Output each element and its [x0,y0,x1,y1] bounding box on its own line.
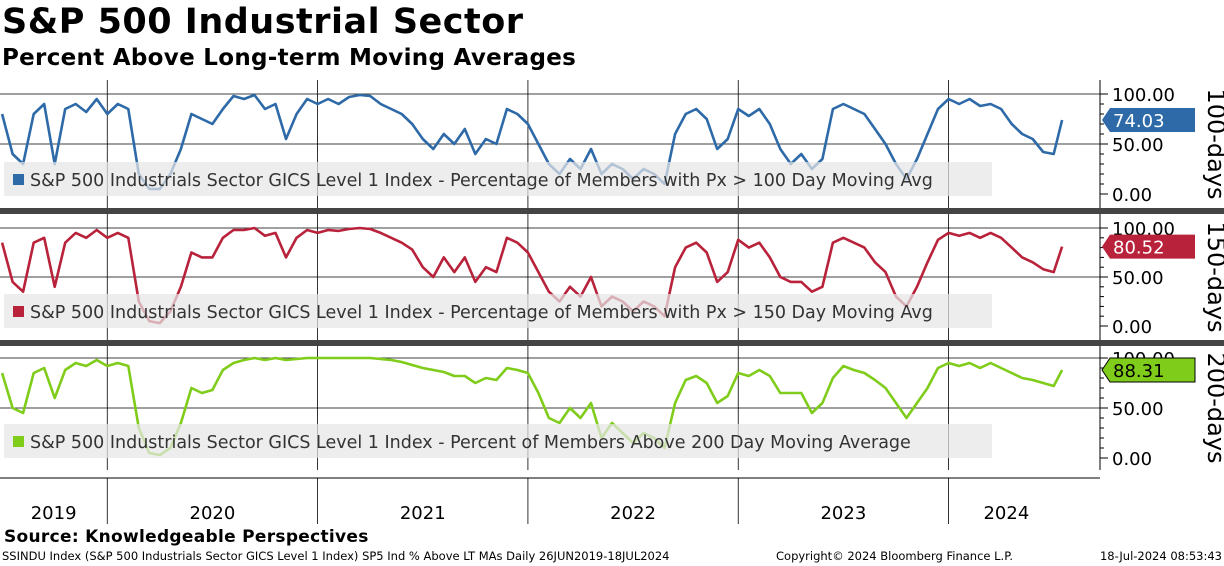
panel-divider [0,340,1224,346]
chart-subtitle: Percent Above Long-term Moving Averages [2,45,577,71]
last-value-label: 88.31 [1113,361,1165,382]
legend-label: S&P 500 Industrials Sector GICS Level 1 … [30,433,911,453]
y-tick-label: 50.00 [1112,399,1164,420]
chart-title: S&P 500 Industrial Sector [2,2,524,42]
panel-100-days: 100.00 50.00 0.00 S&P 500 Industrials Secto… [0,80,1224,208]
y-tick-label: 50.00 [1112,135,1164,156]
legend-swatch [13,174,24,185]
x-tick-label: 2021 [400,503,446,524]
last-value-label: 74.03 [1113,111,1165,132]
panel-divider [0,208,1224,214]
x-tick-label: 2023 [820,503,866,524]
x-axis: 2019 2020 2021 2022 2023 2024 [0,477,1100,524]
panel-label: 200-days [1202,352,1224,463]
last-value-tag [1102,234,1195,259]
y-tick-label: 100.00 [1112,85,1175,106]
x-tick-label: 2022 [610,503,656,524]
legend-label: S&P 500 Industrials Sector GICS Level 1 … [30,303,933,323]
legend-box [4,294,992,328]
x-tick-label: 2020 [190,503,236,524]
y-tick-label: 0.00 [1112,449,1152,470]
y-tick-label: 50.00 [1112,268,1164,289]
footer-description: SSINDU Index (S&P 500 Industrials Sector… [2,549,670,563]
x-tick-label: 2019 [31,503,77,524]
legend-box [4,424,992,458]
y-tick-label: 0.00 [1112,317,1152,338]
footer-copyright: Copyright© 2024 Bloomberg Finance L.P. [776,549,1013,563]
panel-label: 100-days [1202,88,1224,199]
last-value-tag [1102,108,1195,132]
legend-box [4,162,992,196]
series-line [0,93,1064,191]
x-tick-label: 2024 [983,503,1029,524]
last-value-tag [1101,357,1196,383]
footer-timestamp: 18-Jul-2024 08:53:43 [1099,549,1222,563]
legend-swatch [13,306,24,317]
source-note: Source: Knowledgeable Perspectives [4,527,369,547]
panel-label: 150-days [1202,221,1224,332]
last-value-label: 80.52 [1113,238,1165,259]
series-line [0,226,1064,325]
legend-label: S&P 500 Industrials Sector GICS Level 1 … [30,171,933,191]
legend-swatch [13,436,24,447]
y-tick-label: 0.00 [1112,185,1152,206]
